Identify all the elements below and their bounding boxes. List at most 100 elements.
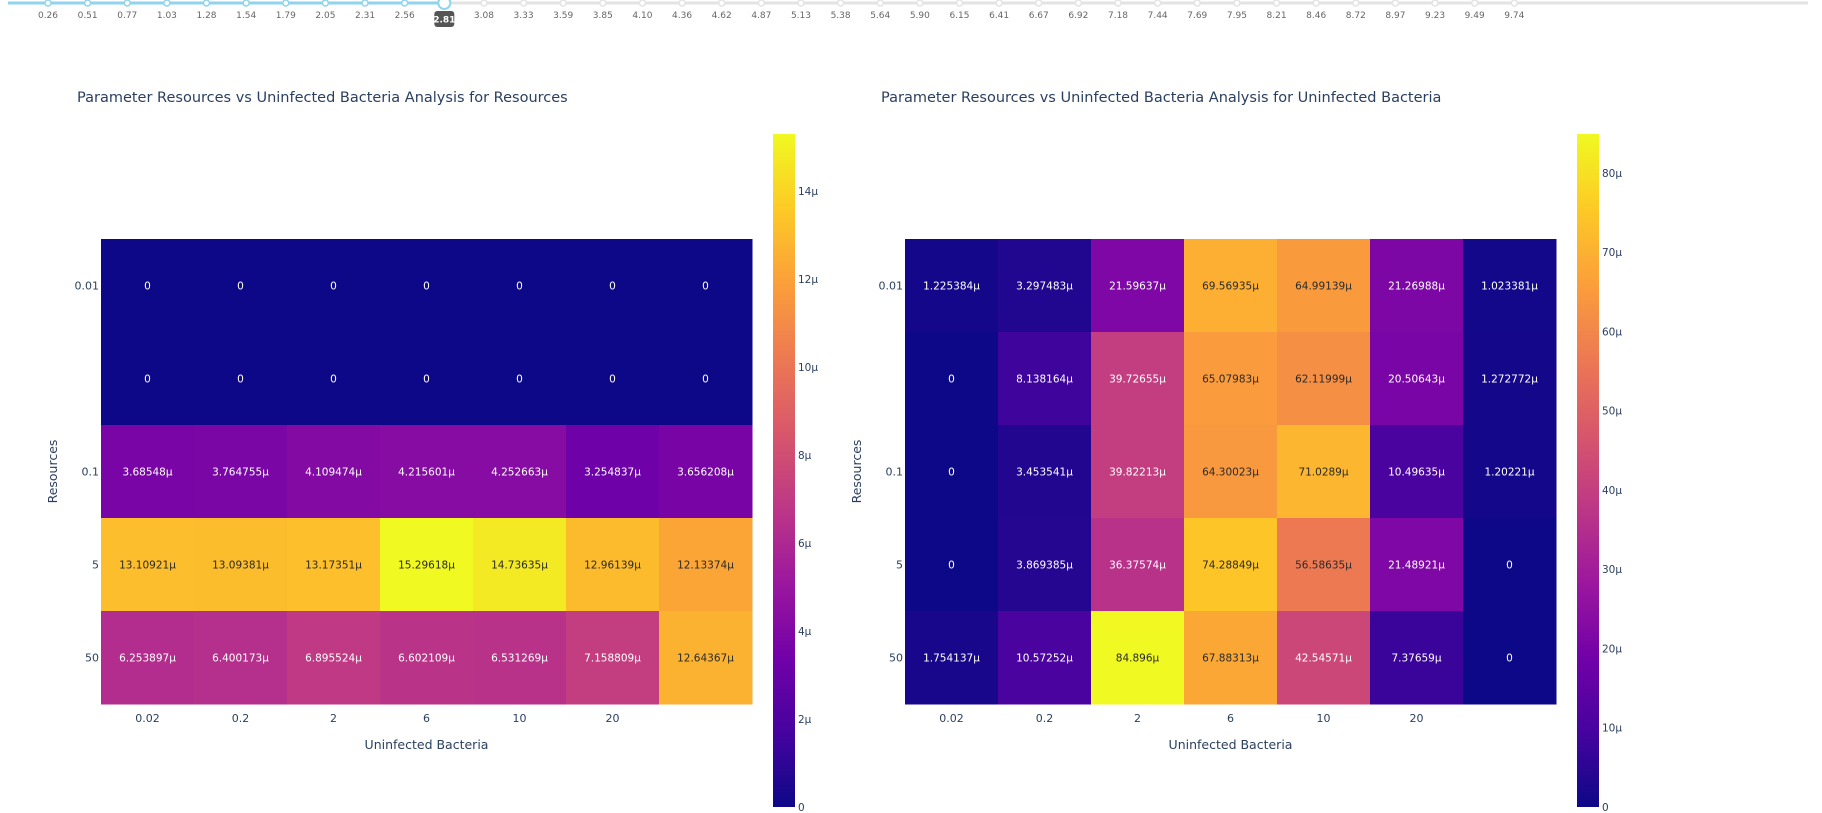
slider-step-dot[interactable]	[44, 0, 52, 7]
heatmap-cell[interactable]	[473, 332, 567, 426]
heatmap-cell[interactable]	[1277, 518, 1371, 612]
heatmap-cell[interactable]	[905, 611, 999, 705]
slider-step-dot[interactable]	[995, 0, 1003, 7]
heatmap-cell[interactable]	[101, 518, 195, 612]
slider-step-dot[interactable]	[1193, 0, 1202, 7]
slider-step-dot[interactable]	[163, 0, 171, 7]
heatmap-cell[interactable]	[1463, 425, 1557, 519]
heatmap-cell[interactable]	[287, 239, 381, 333]
heatmap-cell[interactable]	[194, 518, 288, 612]
heatmap-cell[interactable]	[1370, 425, 1464, 519]
heatmap-cell[interactable]	[998, 611, 1092, 705]
heatmap-cell[interactable]	[1184, 332, 1278, 426]
heatmap-cell[interactable]	[659, 332, 753, 426]
heatmap-cell[interactable]	[1184, 239, 1278, 333]
heatmap-cell[interactable]	[101, 611, 195, 705]
heatmap-cell[interactable]	[659, 239, 753, 333]
slider-step-dot[interactable]	[1470, 0, 1479, 7]
slider-step-dot[interactable]	[83, 0, 92, 7]
slider-step-dot[interactable]	[757, 0, 766, 7]
slider-step-dot[interactable]	[321, 0, 330, 7]
heatmap-cell[interactable]	[1370, 611, 1464, 705]
slider-step-dot[interactable]	[955, 0, 964, 7]
heatmap-cell[interactable]	[1463, 518, 1557, 612]
slider-step-dot[interactable]	[916, 0, 924, 7]
heatmap-cell[interactable]	[1184, 611, 1278, 705]
heatmap-cell[interactable]	[905, 425, 999, 519]
slider-step-dot[interactable]	[1391, 0, 1400, 7]
slider-step-dot[interactable]	[876, 0, 884, 7]
heatmap-cell[interactable]	[1370, 332, 1464, 426]
slider-step-dot[interactable]	[1114, 0, 1122, 7]
heatmap-cell[interactable]	[1091, 518, 1185, 612]
heatmap-cell[interactable]	[194, 611, 288, 705]
heatmap-cell[interactable]	[659, 518, 753, 612]
heatmap-cell[interactable]	[380, 332, 474, 426]
heatmap-cell[interactable]	[1463, 332, 1557, 426]
heatmap-cell[interactable]	[101, 425, 195, 519]
slider-step-dot[interactable]	[678, 0, 686, 7]
heatmap-cell[interactable]	[566, 518, 660, 612]
heatmap-cell[interactable]	[1184, 518, 1278, 612]
heatmap-cell[interactable]	[1370, 239, 1464, 333]
heatmap-cell[interactable]	[566, 425, 660, 519]
slider-step-dot[interactable]	[282, 0, 290, 7]
slider-step-dot[interactable]	[1272, 0, 1281, 7]
heatmap-cell[interactable]	[905, 239, 999, 333]
parameter-slider[interactable]: 0.26 0.51 0.77 1.03 1.28 1.54 1.79 2.05 2.31 2.56…	[0, 0, 1822, 34]
slider-step-dot[interactable]	[242, 0, 250, 7]
heatmap-cell[interactable]	[659, 425, 753, 519]
heatmap-cell[interactable]	[998, 332, 1092, 426]
heatmap-cell[interactable]	[194, 332, 288, 426]
slider-step-dot[interactable]	[836, 0, 845, 7]
heatmap-cell[interactable]	[101, 332, 195, 426]
heatmap-cell[interactable]	[101, 239, 195, 333]
heatmap-cell[interactable]	[1091, 611, 1185, 705]
slider-step-dot[interactable]	[1153, 0, 1162, 7]
heatmap-cell[interactable]	[566, 239, 660, 333]
slider-step-dot[interactable]	[1352, 0, 1360, 7]
heatmap-cell[interactable]	[380, 239, 474, 333]
heatmap-cell[interactable]	[1277, 425, 1371, 519]
slider-step-dot[interactable]	[1233, 0, 1241, 7]
heatmap-cell[interactable]	[659, 611, 753, 705]
heatmap-cell[interactable]	[287, 425, 381, 519]
slider-step-dot[interactable]	[480, 0, 488, 7]
heatmap-cell[interactable]	[473, 611, 567, 705]
heatmap-cell[interactable]	[566, 611, 660, 705]
heatmap-cell[interactable]	[194, 239, 288, 333]
slider-step-dot[interactable]	[638, 0, 647, 7]
heatmap-cell[interactable]	[194, 425, 288, 519]
heatmap-cell[interactable]	[905, 332, 999, 426]
heatmap-cell[interactable]	[1277, 239, 1371, 333]
heatmap-cell[interactable]	[473, 425, 567, 519]
heatmap-cell[interactable]	[380, 518, 474, 612]
heatmap-cell[interactable]	[1370, 518, 1464, 612]
heatmap-cell[interactable]	[1091, 425, 1185, 519]
heatmap-cell[interactable]	[1091, 332, 1185, 426]
heatmap-cell[interactable]	[287, 611, 381, 705]
slider-step-dot[interactable]	[1074, 0, 1083, 7]
slider-step-dot[interactable]	[559, 0, 567, 7]
slider-step-dot[interactable]	[1510, 0, 1519, 7]
slider-step-dot[interactable]	[519, 0, 528, 7]
slider-step-dot[interactable]	[361, 0, 369, 7]
heatmap-cell[interactable]	[1277, 611, 1371, 705]
heatmap-cell[interactable]	[380, 611, 474, 705]
heatmap-cell[interactable]	[566, 332, 660, 426]
slider-step-dot[interactable]	[202, 0, 211, 7]
heatmap-cell[interactable]	[1463, 611, 1557, 705]
heatmap-cell[interactable]	[998, 425, 1092, 519]
heatmap-cell[interactable]	[473, 518, 567, 612]
heatmap-cell[interactable]	[1091, 239, 1185, 333]
slider-step-dot[interactable]	[717, 0, 726, 7]
heatmap-cell[interactable]	[905, 518, 999, 612]
heatmap-cell[interactable]	[380, 425, 474, 519]
slider-step-dot[interactable]	[1431, 0, 1439, 7]
slider-step-dot[interactable]	[797, 0, 805, 7]
heatmap-cell[interactable]	[1463, 239, 1557, 333]
heatmap-cell[interactable]	[1184, 425, 1278, 519]
slider-step-dot[interactable]	[1312, 0, 1320, 7]
slider-handle[interactable]	[437, 0, 452, 10]
slider-step-dot[interactable]	[599, 0, 607, 7]
